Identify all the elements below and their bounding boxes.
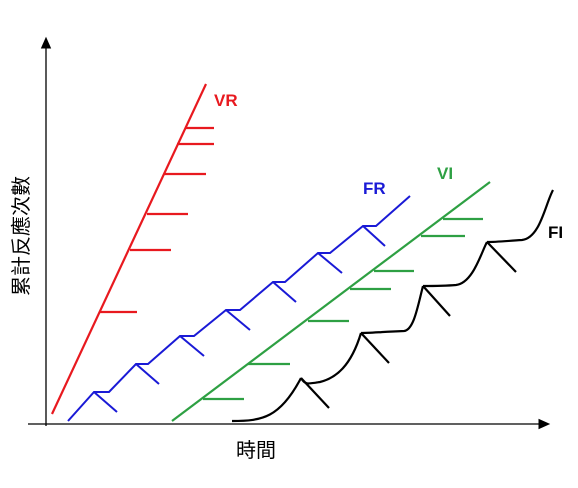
y-axis-label: 累計反應次數	[9, 176, 33, 296]
fr-curve	[67, 195, 411, 422]
vr-label: VR	[214, 91, 238, 110]
fi-label: FI	[548, 223, 563, 242]
vr-curve	[51, 83, 214, 415]
fr-label: FR	[363, 179, 386, 198]
vi-label: VI	[437, 164, 453, 183]
vi-curve	[171, 181, 491, 422]
fi-curve	[231, 189, 554, 423]
x-axis-label: 時間	[236, 438, 276, 462]
